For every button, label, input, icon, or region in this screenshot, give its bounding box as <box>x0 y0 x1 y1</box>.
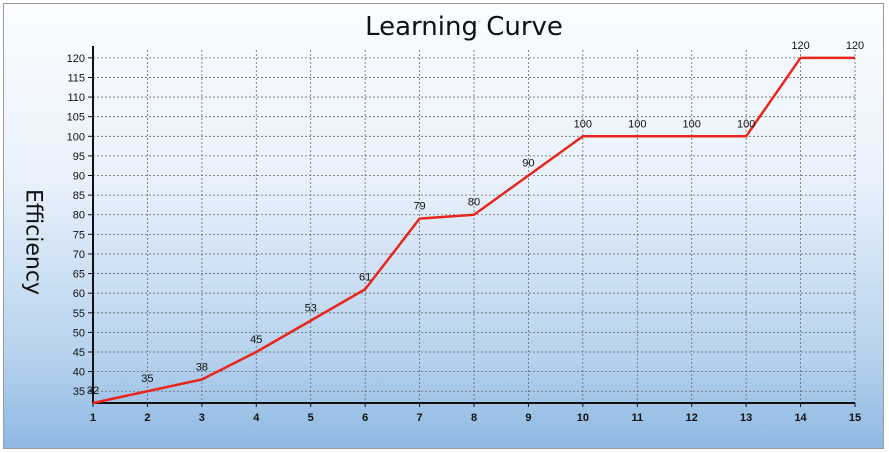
x-tick-label: 15 <box>849 412 861 424</box>
y-tick-label: 75 <box>73 229 85 241</box>
y-tick-label: 85 <box>73 190 85 202</box>
x-tick-label: 14 <box>794 412 807 424</box>
y-tick-label: 95 <box>73 151 85 163</box>
y-tick-label: 65 <box>73 269 85 281</box>
x-tick-label: 1 <box>90 412 96 424</box>
gridlines <box>93 50 856 403</box>
chart-title: Learning Curve <box>365 12 563 42</box>
data-label: 45 <box>250 334 262 346</box>
series-line <box>92 56 855 405</box>
x-tick-label: 6 <box>362 412 368 424</box>
y-tick-label: 80 <box>73 210 85 222</box>
x-tick-label: 11 <box>631 412 643 424</box>
data-labels: 32 35 38 45 53 61 79 80 90 100 100 100 100 120 120 <box>87 40 864 397</box>
y-tick-label: 105 <box>67 112 85 124</box>
x-tick-label: 3 <box>199 412 205 424</box>
y-tick-labels: 35 40 45 50 55 60 65 70 75 80 85 90 95 100 105 110 115 12… <box>67 53 85 398</box>
y-tick-label: 115 <box>67 72 85 84</box>
axes <box>88 46 856 407</box>
x-tick-label: 5 <box>308 412 314 424</box>
x-tick-labels: 1 2 3 4 5 6 7 8 9 10 11 12 13 14 15 <box>90 412 861 424</box>
data-label: 35 <box>141 373 153 385</box>
data-label: 100 <box>628 118 646 130</box>
y-tick-label: 120 <box>67 53 85 65</box>
y-tick-label: 55 <box>73 308 85 320</box>
y-tick-label: 45 <box>73 347 85 359</box>
y-tick-label: 90 <box>73 171 85 183</box>
y-tick-label: 60 <box>73 288 85 300</box>
x-tick-label: 4 <box>253 412 260 424</box>
data-label: 53 <box>305 303 317 315</box>
data-label: 80 <box>468 197 480 209</box>
x-tick-label: 8 <box>471 412 477 424</box>
data-label: 100 <box>683 118 701 130</box>
y-tick-label: 50 <box>73 327 85 339</box>
x-tick-label: 13 <box>740 412 752 424</box>
data-label: 120 <box>791 40 809 52</box>
x-tick-label: 7 <box>417 412 423 424</box>
x-tick-label: 10 <box>577 412 589 424</box>
data-label: 61 <box>359 271 371 283</box>
data-label: 90 <box>522 158 534 170</box>
y-tick-label: 35 <box>73 386 85 398</box>
data-label: 120 <box>846 40 864 52</box>
y-tick-label: 100 <box>67 131 85 143</box>
x-tick-label: 12 <box>686 412 698 424</box>
data-label: 100 <box>737 118 755 130</box>
series-lines <box>92 56 855 405</box>
x-tick-label: 9 <box>525 412 531 424</box>
data-label: 100 <box>574 118 592 130</box>
data-label: 32 <box>87 385 99 397</box>
data-label: 79 <box>413 201 425 213</box>
y-tick-label: 110 <box>67 92 85 104</box>
x-tick-label: 2 <box>144 412 150 424</box>
y-tick-label: 70 <box>73 249 85 261</box>
y-tick-label: 40 <box>73 367 85 379</box>
data-label: 38 <box>196 361 208 373</box>
